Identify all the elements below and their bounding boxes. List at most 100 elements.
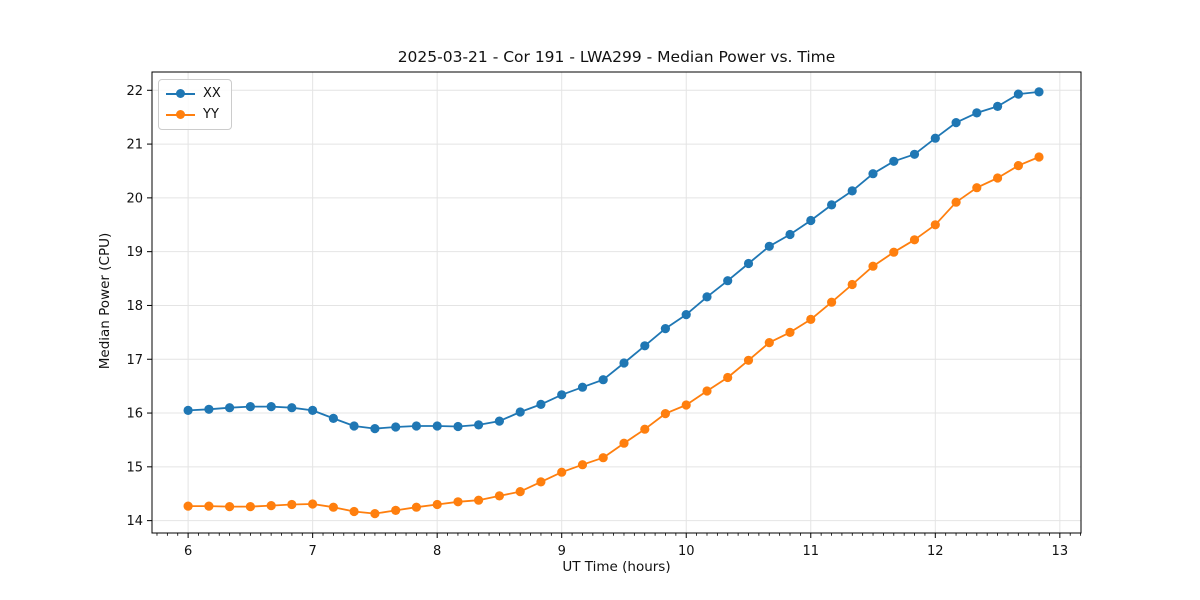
data-point-marker <box>328 502 338 512</box>
data-point-marker <box>515 487 525 497</box>
data-point-marker <box>391 505 401 515</box>
data-point-marker <box>598 453 608 463</box>
legend-label-yy: YY <box>203 107 219 122</box>
data-point-marker <box>889 247 899 257</box>
data-point-marker <box>183 405 193 415</box>
data-point-marker <box>494 491 504 501</box>
data-point-marker <box>1013 89 1024 99</box>
y-tick-label: 21 <box>126 138 143 153</box>
data-point-marker <box>951 197 961 207</box>
data-point-marker <box>743 258 754 269</box>
data-point-marker <box>370 424 380 434</box>
data-point-marker <box>660 324 671 334</box>
data-point-marker <box>619 438 629 448</box>
y-tick-label: 18 <box>126 299 143 314</box>
data-point-marker <box>536 399 546 409</box>
data-point-marker <box>743 355 754 365</box>
data-point-marker <box>577 382 588 392</box>
data-point-marker <box>328 413 338 423</box>
chart-title: 2025-03-21 - Cor 191 - LWA299 - Median P… <box>397 48 836 66</box>
data-point-marker <box>391 422 401 432</box>
data-point-marker <box>204 404 214 414</box>
y-tick-label: 17 <box>126 353 143 368</box>
data-point-marker <box>723 276 733 286</box>
x-tick-label: 6 <box>184 544 192 559</box>
data-point-marker <box>494 416 504 426</box>
legend-item-xx: XX <box>166 83 221 104</box>
data-point-marker <box>266 501 276 511</box>
data-point-marker <box>1034 87 1044 97</box>
series-xx <box>183 87 1044 434</box>
data-point-marker <box>536 477 546 487</box>
data-point-marker <box>640 341 650 351</box>
data-point-marker <box>308 405 318 415</box>
y-tick-label: 22 <box>126 84 143 99</box>
x-axis-label: UT Time (hours) <box>562 559 671 575</box>
legend-label-xx: XX <box>203 86 221 101</box>
data-point-marker <box>764 338 774 348</box>
x-tick-label: 11 <box>802 544 819 559</box>
y-tick-label: 16 <box>126 407 143 422</box>
data-point-marker <box>847 186 857 196</box>
data-point-marker <box>453 497 463 507</box>
y-tick-label: 19 <box>126 245 143 260</box>
data-point-marker <box>287 403 297 413</box>
x-tick-label: 10 <box>678 544 695 559</box>
data-point-marker <box>909 235 920 245</box>
series-line-xx <box>187 91 1040 430</box>
data-point-marker <box>930 133 940 143</box>
data-point-marker <box>245 402 255 412</box>
data-point-marker <box>889 156 899 166</box>
legend-marker-yy <box>166 110 195 120</box>
data-point-marker <box>951 118 961 128</box>
data-point-marker <box>204 501 214 511</box>
data-point-marker <box>287 499 297 510</box>
data-point-marker <box>349 506 359 517</box>
x-tick-label: 13 <box>1052 544 1069 559</box>
data-point-marker <box>806 314 816 324</box>
series-yy <box>183 152 1044 519</box>
data-point-marker <box>577 460 588 470</box>
data-point-marker <box>868 261 878 271</box>
y-tick-label: 14 <box>126 514 143 529</box>
data-point-marker <box>972 183 982 193</box>
data-point-marker <box>1034 152 1044 162</box>
major-ticks <box>147 89 1061 538</box>
data-point-marker <box>557 467 567 477</box>
tick-labels: 6 7 8 9 10 11 12 13 14 15 16 17 18 19 20 21 22 <box>126 84 1068 559</box>
data-point-marker <box>411 421 421 431</box>
data-point-marker <box>993 101 1003 111</box>
data-point-marker <box>432 421 442 431</box>
x-tick-label: 9 <box>558 544 566 559</box>
data-point-marker <box>370 508 380 519</box>
data-point-marker <box>411 502 421 512</box>
data-point-marker <box>909 149 920 159</box>
gridlines <box>152 72 1081 533</box>
legend: XX YY <box>158 79 232 130</box>
data-point-marker <box>681 310 691 320</box>
data-point-marker <box>847 279 857 290</box>
y-axis-label: Median Power (CPU) <box>97 232 113 370</box>
x-tick-label: 12 <box>927 544 944 559</box>
data-point-marker <box>308 499 318 509</box>
data-point-marker <box>806 215 816 226</box>
data-point-marker <box>827 200 837 210</box>
data-point-marker <box>681 400 691 410</box>
legend-item-yy: YY <box>166 104 221 125</box>
data-point-marker <box>245 502 255 512</box>
data-point-marker <box>702 292 712 302</box>
data-point-marker <box>474 495 484 505</box>
legend-marker-xx <box>166 89 195 99</box>
data-point-marker <box>183 501 193 511</box>
data-point-marker <box>785 327 795 337</box>
data-point-marker <box>640 424 650 434</box>
data-point-marker <box>930 220 940 230</box>
data-point-marker <box>598 375 608 385</box>
data-point-marker <box>993 173 1003 183</box>
data-point-marker <box>764 241 774 251</box>
data-point-marker <box>660 409 671 419</box>
plot-frame <box>151 71 1082 534</box>
series-line-yy <box>187 156 1040 515</box>
data-point-marker <box>349 421 359 431</box>
